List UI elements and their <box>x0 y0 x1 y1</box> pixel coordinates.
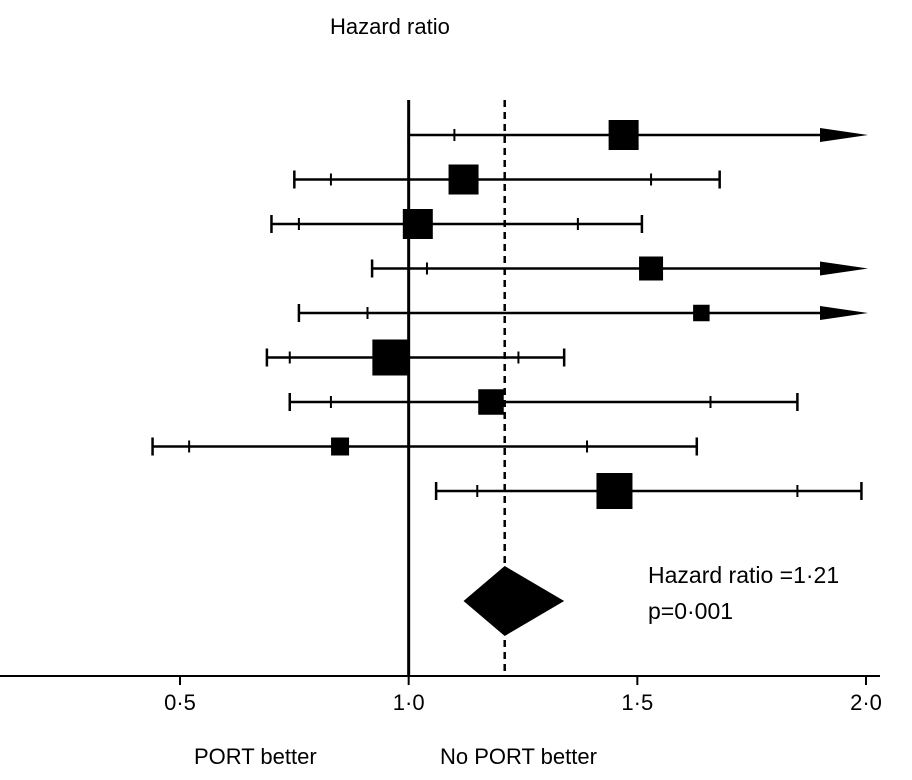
pooled-estimate-diamond <box>463 566 565 636</box>
point-estimate-box <box>448 164 479 195</box>
x-axis-ticks: 0·5 1·0 1·5 2·0 <box>164 676 882 715</box>
study-row <box>370 256 868 281</box>
point-estimate-box <box>331 437 350 456</box>
ci-arrow <box>820 306 868 320</box>
x-tick-label: 2·0 <box>850 690 882 715</box>
study-row <box>288 389 799 415</box>
x-tick-label: 0·5 <box>164 690 196 715</box>
study-row <box>265 339 566 376</box>
point-estimate-box <box>596 473 633 509</box>
ci-arrow <box>820 128 868 142</box>
point-estimate-box <box>608 120 639 150</box>
x-tick-label: 1·5 <box>621 690 653 715</box>
point-estimate-box <box>639 256 664 281</box>
direction-label-right: No PORT better <box>440 744 597 769</box>
point-estimate-box <box>478 389 504 415</box>
ci-arrow <box>820 261 868 276</box>
study-row <box>270 209 644 239</box>
chart-title: Hazard ratio <box>330 14 450 39</box>
pooled-hazard-ratio-label: Hazard ratio =1·21 <box>648 562 840 588</box>
study-row <box>151 437 699 456</box>
direction-label-left: PORT better <box>194 744 317 769</box>
point-estimate-box <box>372 339 409 376</box>
study-row <box>293 164 721 195</box>
p-value-label: p=0·001 <box>648 598 734 624</box>
study-rows <box>151 120 868 509</box>
study-row <box>434 473 863 509</box>
study-row <box>407 120 868 150</box>
point-estimate-box <box>693 304 710 322</box>
study-row <box>297 304 868 322</box>
x-tick-label: 1·0 <box>393 690 425 715</box>
